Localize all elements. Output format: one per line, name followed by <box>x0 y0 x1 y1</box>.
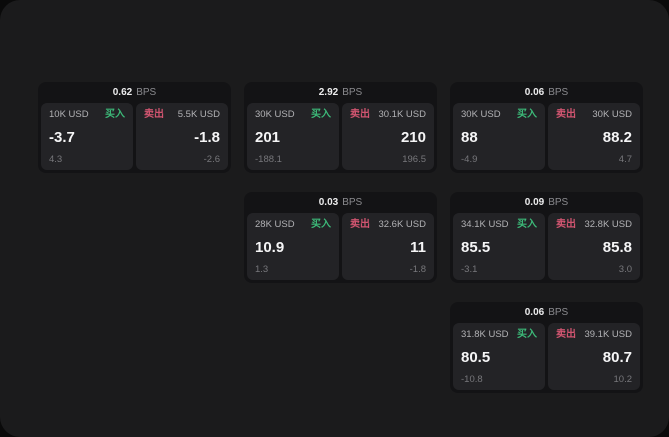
quote-tiles: 30K USD 买入 201 -188.1 卖出 30.1K USD 210 1… <box>247 103 434 170</box>
buy-button[interactable]: 买入 <box>517 329 537 340</box>
card-header: 0.09 BPS <box>453 192 640 213</box>
quote-card: 0.09 BPS 34.1K USD 买入 85.5 -3.1 卖出 32.8K… <box>450 192 643 283</box>
quote-tiles: 28K USD 买入 10.9 1.3 卖出 32.6K USD 11 -1.8 <box>247 213 434 280</box>
buy-amount: 28K USD <box>255 219 295 231</box>
buy-button[interactable]: 买入 <box>517 219 537 230</box>
buy-amount: 10K USD <box>49 109 89 121</box>
sell-button[interactable]: 卖出 <box>350 219 370 230</box>
buy-quote-tile[interactable]: 34.1K USD 买入 85.5 -3.1 <box>453 213 545 280</box>
sell-sub-value: -1.8 <box>409 263 426 275</box>
buy-main-value: 10.9 <box>255 238 285 256</box>
buy-main-value: -3.7 <box>49 128 75 146</box>
buy-amount: 34.1K USD <box>461 219 509 231</box>
sell-sub-value: 10.2 <box>613 373 633 385</box>
buy-sub-value: -188.1 <box>255 153 282 165</box>
bps-unit-label: BPS <box>342 197 363 208</box>
buy-button[interactable]: 买入 <box>517 109 537 120</box>
quote-tiles: 10K USD 买入 -3.7 4.3 卖出 5.5K USD -1.8 -2.… <box>41 103 228 170</box>
bps-unit-label: BPS <box>548 87 569 98</box>
buy-quote-tile[interactable]: 28K USD 买入 10.9 1.3 <box>247 213 339 280</box>
buy-sub-value: -10.8 <box>461 373 483 385</box>
buy-quote-tile[interactable]: 31.8K USD 买入 80.5 -10.8 <box>453 323 545 390</box>
quote-card: 0.06 BPS 30K USD 买入 88 -4.9 卖出 30K USD <box>450 82 643 173</box>
sell-main-value: 80.7 <box>602 348 632 366</box>
sell-main-value: 210 <box>400 128 426 146</box>
sell-quote-tile[interactable]: 卖出 5.5K USD -1.8 -2.6 <box>136 103 228 170</box>
buy-sub-value: -4.9 <box>461 153 478 165</box>
sell-amount: 5.5K USD <box>177 109 220 121</box>
buy-button[interactable]: 买入 <box>311 109 331 120</box>
sell-amount: 30K USD <box>592 109 632 121</box>
bps-value: 0.06 <box>524 87 545 98</box>
buy-quote-tile[interactable]: 30K USD 买入 201 -188.1 <box>247 103 339 170</box>
buy-sub-value: 4.3 <box>49 153 63 165</box>
buy-main-value: 80.5 <box>461 348 491 366</box>
sell-quote-tile[interactable]: 卖出 32.6K USD 11 -1.8 <box>342 213 434 280</box>
buy-sub-value: -3.1 <box>461 263 478 275</box>
sell-amount: 32.6K USD <box>378 219 426 231</box>
sell-main-value: 11 <box>410 238 426 256</box>
sell-quote-tile[interactable]: 卖出 39.1K USD 80.7 10.2 <box>548 323 640 390</box>
buy-amount: 30K USD <box>461 109 501 121</box>
buy-main-value: 201 <box>255 128 281 146</box>
quote-tiles: 34.1K USD 买入 85.5 -3.1 卖出 32.8K USD 85.8… <box>453 213 640 280</box>
card-header: 0.06 BPS <box>453 302 640 323</box>
bps-value: 0.62 <box>112 87 133 98</box>
card-header: 0.62 BPS <box>41 82 228 103</box>
sell-sub-value: 4.7 <box>618 153 632 165</box>
sell-sub-value: 3.0 <box>618 263 632 275</box>
sell-amount: 30.1K USD <box>378 109 426 121</box>
card-header: 0.06 BPS <box>453 82 640 103</box>
bps-unit-label: BPS <box>136 87 157 98</box>
sell-amount: 32.8K USD <box>584 219 632 231</box>
quote-tiles: 31.8K USD 买入 80.5 -10.8 卖出 39.1K USD 80.… <box>453 323 640 390</box>
bps-value: 0.06 <box>524 307 545 318</box>
buy-sub-value: 1.3 <box>255 263 269 275</box>
quote-grid: 0.62 BPS 10K USD 买入 -3.7 4.3 卖出 5.5K USD <box>38 82 643 393</box>
bps-value: 0.09 <box>524 197 545 208</box>
sell-sub-value: 196.5 <box>402 153 426 165</box>
buy-main-value: 85.5 <box>461 238 491 256</box>
buy-amount: 31.8K USD <box>461 329 509 341</box>
card-header: 0.03 BPS <box>247 192 434 213</box>
bps-value: 2.92 <box>318 87 339 98</box>
sell-amount: 39.1K USD <box>584 329 632 341</box>
quote-card: 0.03 BPS 28K USD 买入 10.9 1.3 卖出 32.6K US… <box>244 192 437 283</box>
sell-button[interactable]: 卖出 <box>350 109 370 120</box>
buy-quote-tile[interactable]: 30K USD 买入 88 -4.9 <box>453 103 545 170</box>
sell-sub-value: -2.6 <box>203 153 220 165</box>
sell-quote-tile[interactable]: 卖出 32.8K USD 85.8 3.0 <box>548 213 640 280</box>
quote-card: 0.06 BPS 31.8K USD 买入 80.5 -10.8 卖出 39.1… <box>450 302 643 393</box>
buy-button[interactable]: 买入 <box>105 109 125 120</box>
sell-main-value: 88.2 <box>602 128 632 146</box>
buy-quote-tile[interactable]: 10K USD 买入 -3.7 4.3 <box>41 103 133 170</box>
sell-button[interactable]: 卖出 <box>556 109 576 120</box>
quote-tiles: 30K USD 买入 88 -4.9 卖出 30K USD 88.2 4.7 <box>453 103 640 170</box>
quote-card: 2.92 BPS 30K USD 买入 201 -188.1 卖出 30.1K … <box>244 82 437 173</box>
bps-value: 0.03 <box>318 197 339 208</box>
sell-button[interactable]: 卖出 <box>556 219 576 230</box>
sell-quote-tile[interactable]: 卖出 30K USD 88.2 4.7 <box>548 103 640 170</box>
sell-button[interactable]: 卖出 <box>556 329 576 340</box>
card-header: 2.92 BPS <box>247 82 434 103</box>
sell-button[interactable]: 卖出 <box>144 109 164 120</box>
quote-card: 0.62 BPS 10K USD 买入 -3.7 4.3 卖出 5.5K USD <box>38 82 231 173</box>
buy-amount: 30K USD <box>255 109 295 121</box>
sell-main-value: 85.8 <box>602 238 632 256</box>
sell-main-value: -1.8 <box>194 128 220 146</box>
buy-button[interactable]: 买入 <box>311 219 331 230</box>
bps-unit-label: BPS <box>342 87 363 98</box>
sell-quote-tile[interactable]: 卖出 30.1K USD 210 196.5 <box>342 103 434 170</box>
bps-unit-label: BPS <box>548 307 569 318</box>
bps-unit-label: BPS <box>548 197 569 208</box>
buy-main-value: 88 <box>461 128 478 146</box>
